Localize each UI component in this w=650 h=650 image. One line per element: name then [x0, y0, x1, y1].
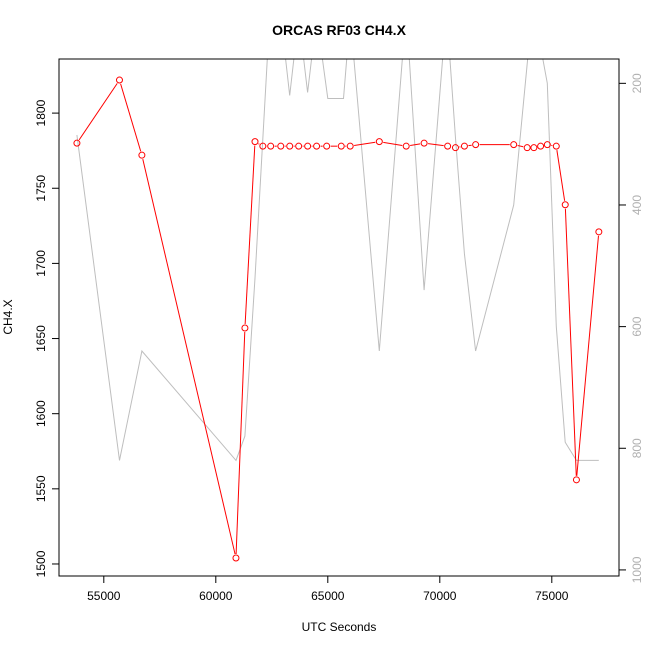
- y-axis-right: 200 400 600 800 1000: [619, 73, 644, 583]
- series-segment: [354, 141, 376, 147]
- data-point: [232, 554, 240, 562]
- data-point: [472, 141, 480, 149]
- y-tick-label: 1550: [34, 475, 48, 502]
- x-axis: 55000 60000 65000 70000 75000: [87, 576, 569, 603]
- series-segment: [383, 141, 403, 147]
- y-axis-label: CH4.X: [1, 299, 15, 334]
- data-point: [444, 142, 452, 150]
- series-segment: [556, 150, 566, 201]
- data-point: [267, 142, 275, 150]
- y-tick-label: 1700: [34, 250, 48, 277]
- data-point: [510, 141, 518, 149]
- series-segment: [244, 145, 256, 325]
- chart-title: ORCAS RF03 CH4.X: [272, 22, 406, 38]
- y2-tick-label: 200: [630, 73, 644, 93]
- y-axis-left: 1500 1550 1600 1650 1700 1750 1800: [34, 99, 59, 577]
- data-point: [595, 228, 603, 236]
- data-point: [561, 201, 569, 209]
- y2-tick-label: 400: [630, 195, 644, 215]
- series-segment: [517, 145, 524, 148]
- data-point: [295, 142, 303, 150]
- data-point: [523, 144, 531, 152]
- y-tick-label: 1600: [34, 400, 48, 427]
- data-point: [460, 142, 468, 150]
- data-point: [251, 138, 259, 146]
- series-segment: [410, 143, 421, 147]
- y-tick-label: 1650: [34, 325, 48, 352]
- series-segment: [78, 83, 118, 141]
- x-axis-label: UTC Seconds: [302, 620, 377, 634]
- data-point: [420, 139, 428, 147]
- series-line-gray: [76, 59, 599, 462]
- data-point: [259, 142, 267, 150]
- data-point: [241, 324, 249, 332]
- y2-tick-label: 600: [630, 316, 644, 336]
- series-segment: [142, 158, 236, 555]
- data-point: [552, 142, 560, 150]
- plot-frame: [58, 58, 620, 577]
- y2-tick-label: 1000: [630, 556, 644, 583]
- x-tick-label: 65000: [311, 589, 345, 603]
- data-point: [313, 142, 321, 150]
- data-point: [346, 142, 354, 150]
- x-tick-label: 60000: [199, 589, 233, 603]
- data-point: [537, 142, 545, 150]
- x-tick-label: 75000: [535, 589, 569, 603]
- x-tick-label: 55000: [87, 589, 121, 603]
- series-segment: [564, 208, 577, 476]
- y-tick-label: 1750: [34, 175, 48, 202]
- data-point: [572, 476, 580, 484]
- data-point: [451, 144, 459, 152]
- plot-area: [73, 59, 603, 562]
- data-point: [73, 139, 81, 147]
- data-point: [304, 142, 312, 150]
- data-point: [530, 144, 538, 152]
- data-point: [543, 141, 551, 149]
- data-point: [375, 138, 383, 146]
- data-point: [323, 142, 331, 150]
- series-segment: [258, 143, 260, 145]
- data-point: [337, 142, 345, 150]
- y-tick-label: 1500: [34, 550, 48, 577]
- series-segment: [576, 235, 599, 476]
- data-point: [277, 142, 285, 150]
- y-tick-label: 1800: [34, 99, 48, 126]
- series-segment: [120, 83, 142, 152]
- series-segment: [428, 143, 444, 147]
- data-point: [115, 76, 123, 84]
- data-point: [402, 142, 410, 150]
- series-segment: [235, 331, 246, 554]
- data-point: [138, 151, 146, 159]
- data-point: [286, 142, 294, 150]
- y2-tick-label: 800: [630, 438, 644, 458]
- x-tick-label: 70000: [423, 589, 457, 603]
